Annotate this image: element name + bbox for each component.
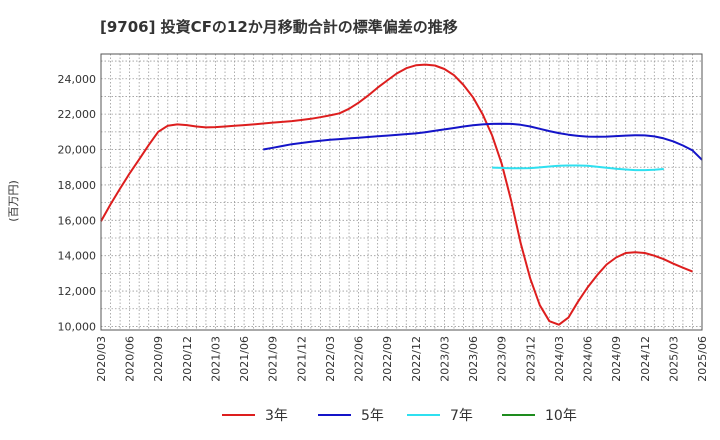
series-line-2	[492, 164, 664, 172]
series-lines	[100, 63, 703, 326]
x-tick-label: 2023/12	[524, 336, 537, 382]
y-tick-label: 24,000	[58, 73, 97, 86]
x-tick-label: 2020/03	[95, 336, 108, 382]
series-line-0	[100, 63, 693, 326]
legend-label-0: 3年	[265, 408, 288, 424]
x-tick-label: 2022/09	[381, 336, 394, 382]
y-tick-label: 16,000	[58, 214, 97, 227]
x-tick-label: 2025/06	[696, 336, 709, 382]
x-tick-label: 2023/06	[467, 336, 480, 382]
y-tick-label: 18,000	[58, 179, 97, 192]
y-tick-label: 10,000	[58, 320, 97, 333]
x-tick-label: 2024/06	[582, 336, 595, 382]
x-tick-label: 2025/03	[667, 336, 680, 382]
legend: 3年 5年 7年 10年	[222, 408, 577, 424]
y-tick-label: 14,000	[58, 250, 97, 263]
x-tick-label: 2023/03	[438, 336, 451, 382]
legend-label-3: 10年	[545, 408, 577, 424]
x-tick-label: 2020/06	[124, 336, 137, 382]
y-axis-label: (百万円)	[7, 180, 20, 222]
series-line-1	[263, 122, 703, 161]
grid	[101, 54, 702, 330]
x-tick-label: 2024/03	[553, 336, 566, 382]
y-tick-label: 20,000	[58, 144, 97, 157]
x-tick-label: 2024/09	[610, 336, 623, 382]
x-tick-label: 2021/06	[238, 336, 251, 382]
y-ticks: 10,000 12,000 14,000 16,000 18,000 20,000 22,0…	[58, 73, 97, 334]
x-tick-label: 2023/09	[496, 336, 509, 382]
legend-label-2: 7年	[450, 408, 473, 424]
x-tick-label: 2022/06	[353, 336, 366, 382]
x-tick-label: 2020/12	[181, 336, 194, 382]
chart-title: [9706] 投資CFの12か月移動合計の標準偏差の推移	[100, 18, 458, 36]
plot-frame	[100, 53, 703, 331]
x-tick-label: 2022/12	[410, 336, 423, 382]
legend-label-1: 5年	[361, 408, 384, 424]
x-tick-label: 2021/12	[295, 336, 308, 382]
x-tick-label: 2021/03	[209, 336, 222, 382]
x-tick-label: 2022/03	[324, 336, 337, 382]
x-tick-label: 2021/09	[267, 336, 280, 382]
x-tick-label: 2020/09	[152, 336, 165, 382]
y-tick-label: 22,000	[58, 108, 97, 121]
x-ticks: 2020/03 2020/06 2020/09 2020/12 2021/03 2021/…	[95, 336, 709, 382]
x-tick-label: 2024/12	[639, 336, 652, 382]
y-tick-label: 12,000	[58, 285, 97, 298]
